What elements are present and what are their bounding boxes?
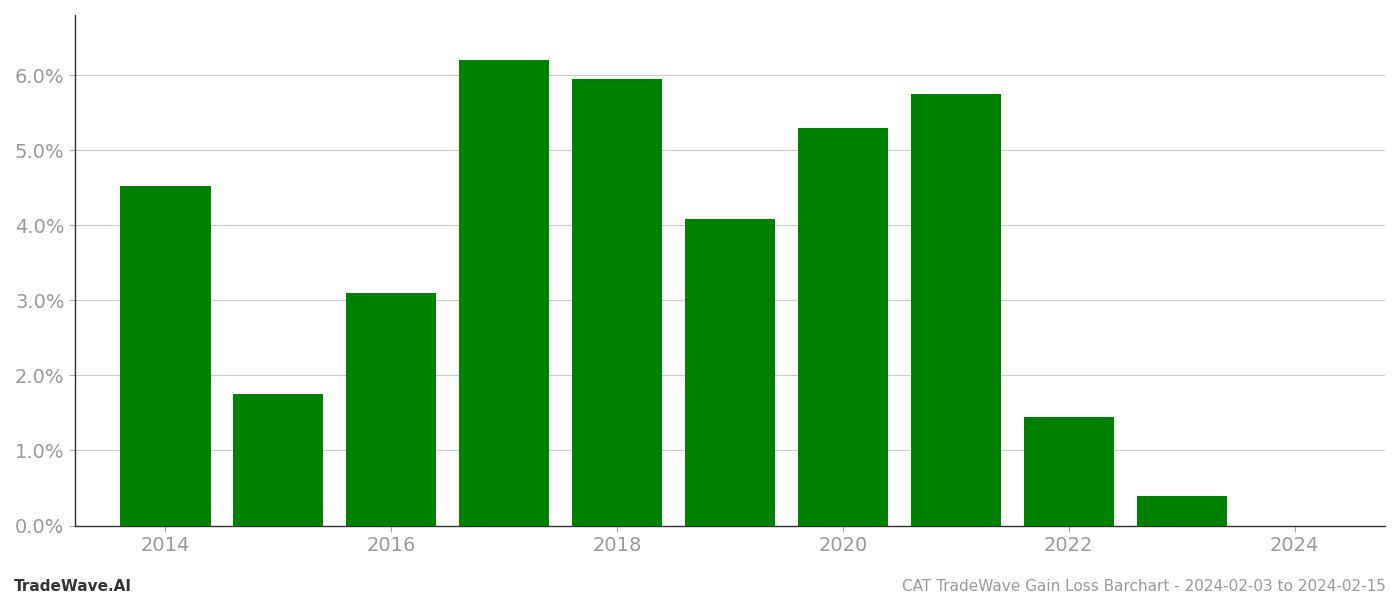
Bar	[459, 60, 549, 526]
Bar	[1023, 417, 1114, 526]
Bar	[798, 128, 888, 526]
Bar	[234, 394, 323, 526]
Bar	[911, 94, 1001, 526]
Text: TradeWave.AI: TradeWave.AI	[14, 579, 132, 594]
Bar	[346, 293, 437, 526]
Bar	[120, 186, 210, 526]
Text: CAT TradeWave Gain Loss Barchart - 2024-02-03 to 2024-02-15: CAT TradeWave Gain Loss Barchart - 2024-…	[902, 579, 1386, 594]
Bar	[573, 79, 662, 526]
Bar	[1137, 496, 1226, 526]
Bar	[685, 219, 776, 526]
